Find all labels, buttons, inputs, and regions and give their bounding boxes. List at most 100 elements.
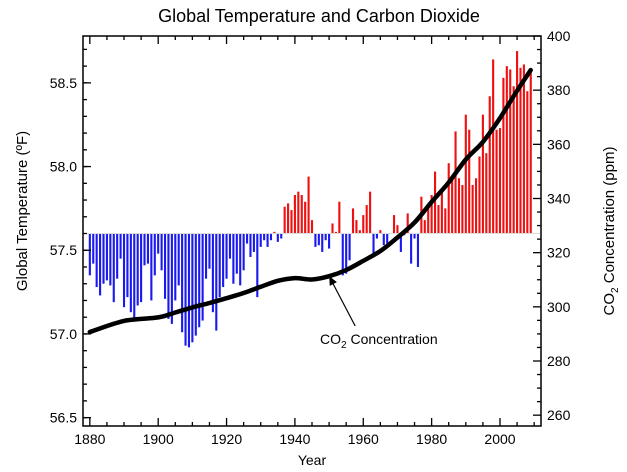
temperature-bar <box>112 233 115 303</box>
temperature-bar <box>146 233 149 264</box>
temperature-bar <box>369 191 372 234</box>
temperature-bar <box>512 86 515 234</box>
x-tick-label: 1980 <box>416 431 447 447</box>
temperature-bar <box>406 213 409 234</box>
temperature-bar <box>382 233 385 246</box>
y-axis-label-right: CO2 Concentration (ppm) <box>601 147 621 316</box>
temperature-bar <box>461 184 464 234</box>
temperature-bar <box>163 233 167 299</box>
temperature-bar <box>235 233 238 274</box>
temperature-bar <box>324 233 327 241</box>
temperature-bar <box>92 233 95 264</box>
temperature-bar <box>314 233 317 247</box>
y-tick-label-left: 57.5 <box>50 242 77 258</box>
temperature-bar <box>444 208 447 234</box>
temperature-bar <box>122 233 126 308</box>
temperature-bar <box>181 233 184 333</box>
y-tick-label-left: 58.5 <box>50 75 77 91</box>
temperature-bar <box>194 233 197 336</box>
temperature-bar <box>447 163 450 234</box>
temperature-bar <box>430 195 433 234</box>
y-tick-label-right: 400 <box>547 28 571 44</box>
y-tick-label-right: 280 <box>547 353 571 369</box>
temperature-bar <box>529 69 532 234</box>
temperature-bar <box>427 208 430 234</box>
temperature-bar <box>140 233 143 303</box>
temperature-bar <box>451 179 454 234</box>
temperature-bar <box>475 178 478 234</box>
x-tick-label: 2000 <box>484 431 515 447</box>
temperature-bar <box>423 220 426 234</box>
temperature-bar <box>136 233 139 306</box>
temperature-bar <box>273 231 276 234</box>
y-axis-label-right-sub: 2 <box>610 287 621 293</box>
temperature-bar <box>293 195 296 234</box>
temperature-bar <box>410 233 413 264</box>
y-tick-label-right: 380 <box>547 82 571 98</box>
temperature-bar <box>396 225 399 234</box>
temperature-bars <box>88 51 532 348</box>
x-tick-label: 1940 <box>279 431 310 447</box>
temperature-bar <box>153 233 156 276</box>
temperature-bar <box>516 51 519 234</box>
temperature-bar <box>290 210 293 234</box>
x-tick-label: 1880 <box>74 431 105 447</box>
temperature-bar <box>365 205 368 234</box>
temperature-bar <box>468 129 471 234</box>
temperature-bar <box>218 233 221 298</box>
temperature-bar <box>276 233 279 242</box>
temperature-bar <box>170 233 173 324</box>
temperature-bar <box>454 131 457 234</box>
temperature-bar <box>372 233 375 254</box>
temperature-bar <box>184 233 187 346</box>
temperature-bar <box>208 233 211 269</box>
temperature-bar <box>317 233 320 246</box>
temperature-bar <box>464 114 467 234</box>
annotation-arrow <box>332 282 356 327</box>
temperature-bar <box>160 233 163 271</box>
temperature-bar <box>263 233 266 241</box>
temperature-bar <box>351 208 355 234</box>
temperature-bar <box>348 233 351 261</box>
temperature-bar <box>283 206 286 234</box>
temperature-bar <box>167 233 170 319</box>
temperature-bar <box>304 201 307 234</box>
temperature-bar <box>211 233 214 313</box>
y-tick-label-right: 300 <box>547 299 571 315</box>
temperature-bar <box>102 233 105 284</box>
temperature-bar <box>287 203 290 234</box>
temperature-bar <box>201 233 204 321</box>
temperature-bar <box>222 233 225 288</box>
temperature-bar <box>457 178 461 234</box>
temperature-bar <box>133 233 136 321</box>
temperature-bar <box>150 233 153 301</box>
x-tick-label: 1960 <box>348 431 379 447</box>
temperature-bar <box>522 64 525 234</box>
temperature-bar <box>358 230 361 234</box>
temperature-bar <box>198 233 201 328</box>
co2-line <box>87 67 533 335</box>
temperature-bar <box>225 233 228 279</box>
temperature-bar <box>526 91 529 234</box>
temperature-bar <box>379 230 382 234</box>
temperature-bar <box>266 233 269 247</box>
temperature-bar <box>228 233 232 259</box>
temperature-bar <box>495 129 498 234</box>
temperature-bar <box>471 184 474 234</box>
temperature-bar <box>246 233 249 244</box>
temperature-bar <box>362 215 365 234</box>
temperature-bar <box>239 233 242 286</box>
annotation-label-prefix: CO <box>320 331 341 347</box>
temperature-bar <box>437 205 440 234</box>
annotation-arrowhead <box>329 276 337 286</box>
temperature-bar <box>331 223 334 234</box>
temperature-bar <box>95 233 98 288</box>
temperature-bar <box>256 233 259 298</box>
temperature-bar <box>392 215 396 234</box>
y-tick-label-right: 320 <box>547 245 571 261</box>
temperature-bar <box>232 233 235 284</box>
chart-title: Global Temperature and Carbon Dioxide <box>158 6 480 26</box>
temperature-bar <box>297 191 300 234</box>
temperature-bar <box>129 233 132 313</box>
